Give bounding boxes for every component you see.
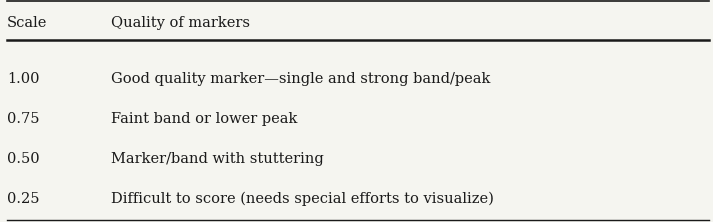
Text: Scale: Scale xyxy=(7,16,48,30)
Text: Difficult to score (needs special efforts to visualize): Difficult to score (needs special effort… xyxy=(111,192,493,206)
Text: 1.00: 1.00 xyxy=(7,72,40,86)
Text: Marker/band with stuttering: Marker/band with stuttering xyxy=(111,152,323,166)
Text: Faint band or lower peak: Faint band or lower peak xyxy=(111,112,297,126)
Text: 0.75: 0.75 xyxy=(7,112,40,126)
Text: 0.25: 0.25 xyxy=(7,192,40,206)
Text: Quality of markers: Quality of markers xyxy=(111,16,250,30)
Text: Good quality marker—single and strong band/peak: Good quality marker—single and strong ba… xyxy=(111,72,490,86)
Text: 0.50: 0.50 xyxy=(7,152,40,166)
